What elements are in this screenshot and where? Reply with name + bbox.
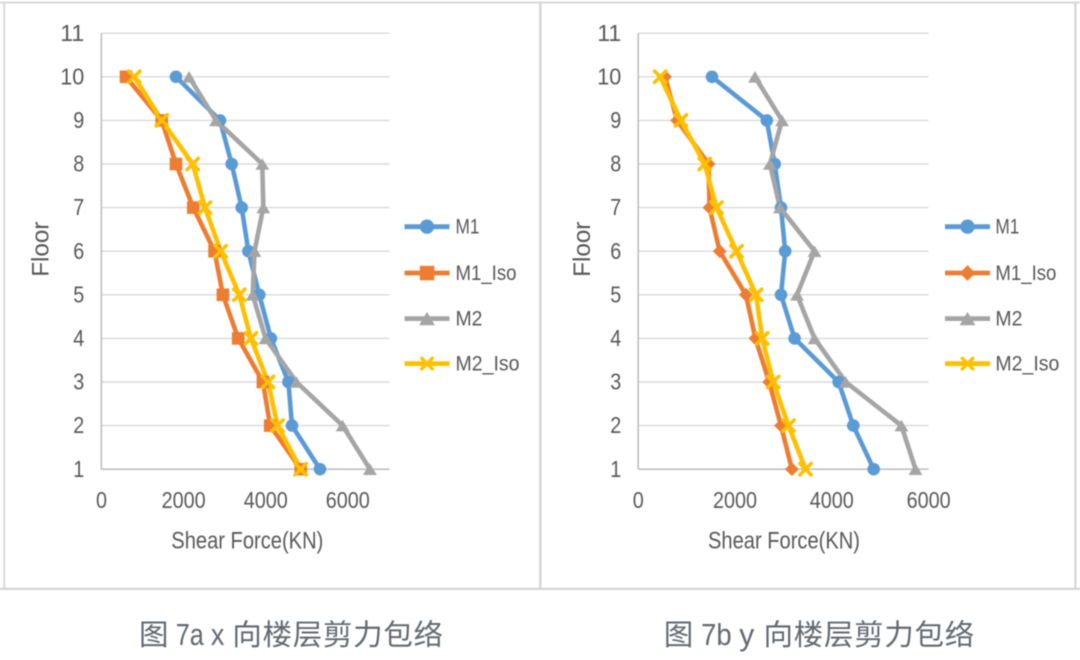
svg-text:6: 6	[610, 238, 621, 264]
svg-text:M1: M1	[456, 215, 480, 239]
svg-text:5: 5	[73, 281, 84, 307]
svg-text:11: 11	[60, 20, 84, 46]
svg-text:9: 9	[610, 107, 621, 133]
svg-text:1: 1	[610, 456, 621, 482]
svg-text:6000: 6000	[907, 487, 951, 513]
svg-text:5: 5	[610, 281, 621, 307]
svg-text:M2: M2	[995, 307, 1022, 331]
svg-text:Shear Force(KN): Shear Force(KN)	[171, 528, 323, 555]
svg-text:2000: 2000	[162, 487, 206, 513]
svg-text:11: 11	[597, 20, 621, 46]
svg-text:7: 7	[73, 194, 84, 220]
svg-text:7: 7	[610, 194, 621, 220]
svg-text:M2_Iso: M2_Iso	[995, 352, 1059, 376]
svg-text:2000: 2000	[713, 487, 757, 513]
svg-text:10: 10	[60, 63, 84, 89]
svg-text:M1: M1	[995, 215, 1019, 239]
svg-text:8: 8	[73, 151, 84, 177]
svg-text:3: 3	[73, 369, 84, 395]
svg-text:6: 6	[73, 238, 84, 264]
svg-text:Floor: Floor	[569, 222, 596, 277]
svg-text:3: 3	[610, 369, 621, 395]
svg-text:x: x	[211, 617, 225, 652]
svg-text:8: 8	[610, 151, 621, 177]
svg-text:2: 2	[610, 412, 621, 438]
svg-text:M2: M2	[456, 307, 483, 331]
svg-text:9: 9	[73, 107, 84, 133]
svg-text:4000: 4000	[810, 487, 854, 513]
svg-text:Shear Force(KN): Shear Force(KN)	[708, 528, 860, 555]
svg-text:M1_Iso: M1_Iso	[456, 261, 517, 285]
svg-text:1: 1	[73, 456, 84, 482]
svg-text:4000: 4000	[244, 487, 288, 513]
svg-text:4: 4	[73, 325, 84, 351]
svg-text:6000: 6000	[326, 487, 370, 513]
svg-text:y: y	[739, 617, 754, 652]
svg-text:7a: 7a	[176, 617, 205, 652]
svg-text:Floor: Floor	[28, 222, 55, 277]
svg-text:4: 4	[610, 325, 621, 351]
svg-text:7b: 7b	[701, 617, 732, 652]
svg-text:10: 10	[597, 63, 621, 89]
svg-text:0: 0	[633, 487, 644, 513]
svg-text:0: 0	[96, 487, 107, 513]
svg-text:2: 2	[73, 412, 84, 438]
svg-text:M2_Iso: M2_Iso	[456, 352, 520, 376]
svg-text:M1_Iso: M1_Iso	[995, 261, 1056, 285]
